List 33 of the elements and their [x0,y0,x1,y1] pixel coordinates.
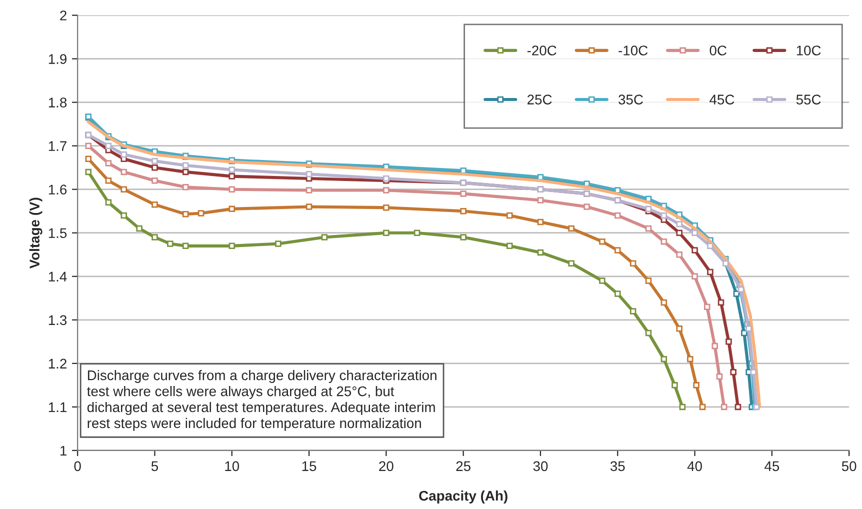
x-tick-label: 0 [74,461,81,472]
y-tick-label: 1.6 [48,184,67,195]
y-tick-label: 1.9 [48,54,67,64]
x-tick-label: 30 [533,461,548,472]
legend-label: 10C [796,46,821,56]
y-tick-label: 1 [60,446,66,456]
legend-label: 0C [710,46,726,56]
x-axis-title: Capacity (Ah) [419,490,508,504]
annotation: Discharge curves from a charge delivery characterization test where cells were always charged at 25°C, but dicharged at several test temperatures. Adequate interim rest steps were included for temperature normalization [87,370,436,431]
legend-label: 35C [618,94,643,104]
y-tick-label: 1.4 [48,272,67,282]
y-tick-label: 1.2 [48,358,66,368]
x-tick-label: 10 [225,461,240,472]
legend-label: 25C [528,94,552,104]
y-tick-label: 1.7 [48,141,66,151]
x-tick-label: 40 [687,461,702,472]
legend-label: 55C [796,94,821,104]
y-tick-label: 1.5 [48,228,67,238]
x-tick-label: 45 [764,461,780,472]
x-tick-label: 15 [302,461,316,472]
x-tick-label: 20 [379,461,394,472]
legend-label: 45C [710,94,734,104]
x-tick-label: 50 [842,461,856,472]
x-tick-label: 35 [610,461,625,472]
legend-label: -20C [527,46,556,56]
y-tick-label: 2 [60,10,66,20]
y-tick-label: 1.3 [48,315,67,326]
x-tick-label: 25 [456,461,470,472]
y-axis-title: Voltage (V) [29,198,42,269]
y-tick-label: 1.1 [48,402,66,412]
legend-label: -10C [618,46,648,56]
x-tick-label: 5 [151,461,158,472]
y-tick-label: 1.8 [48,98,67,108]
